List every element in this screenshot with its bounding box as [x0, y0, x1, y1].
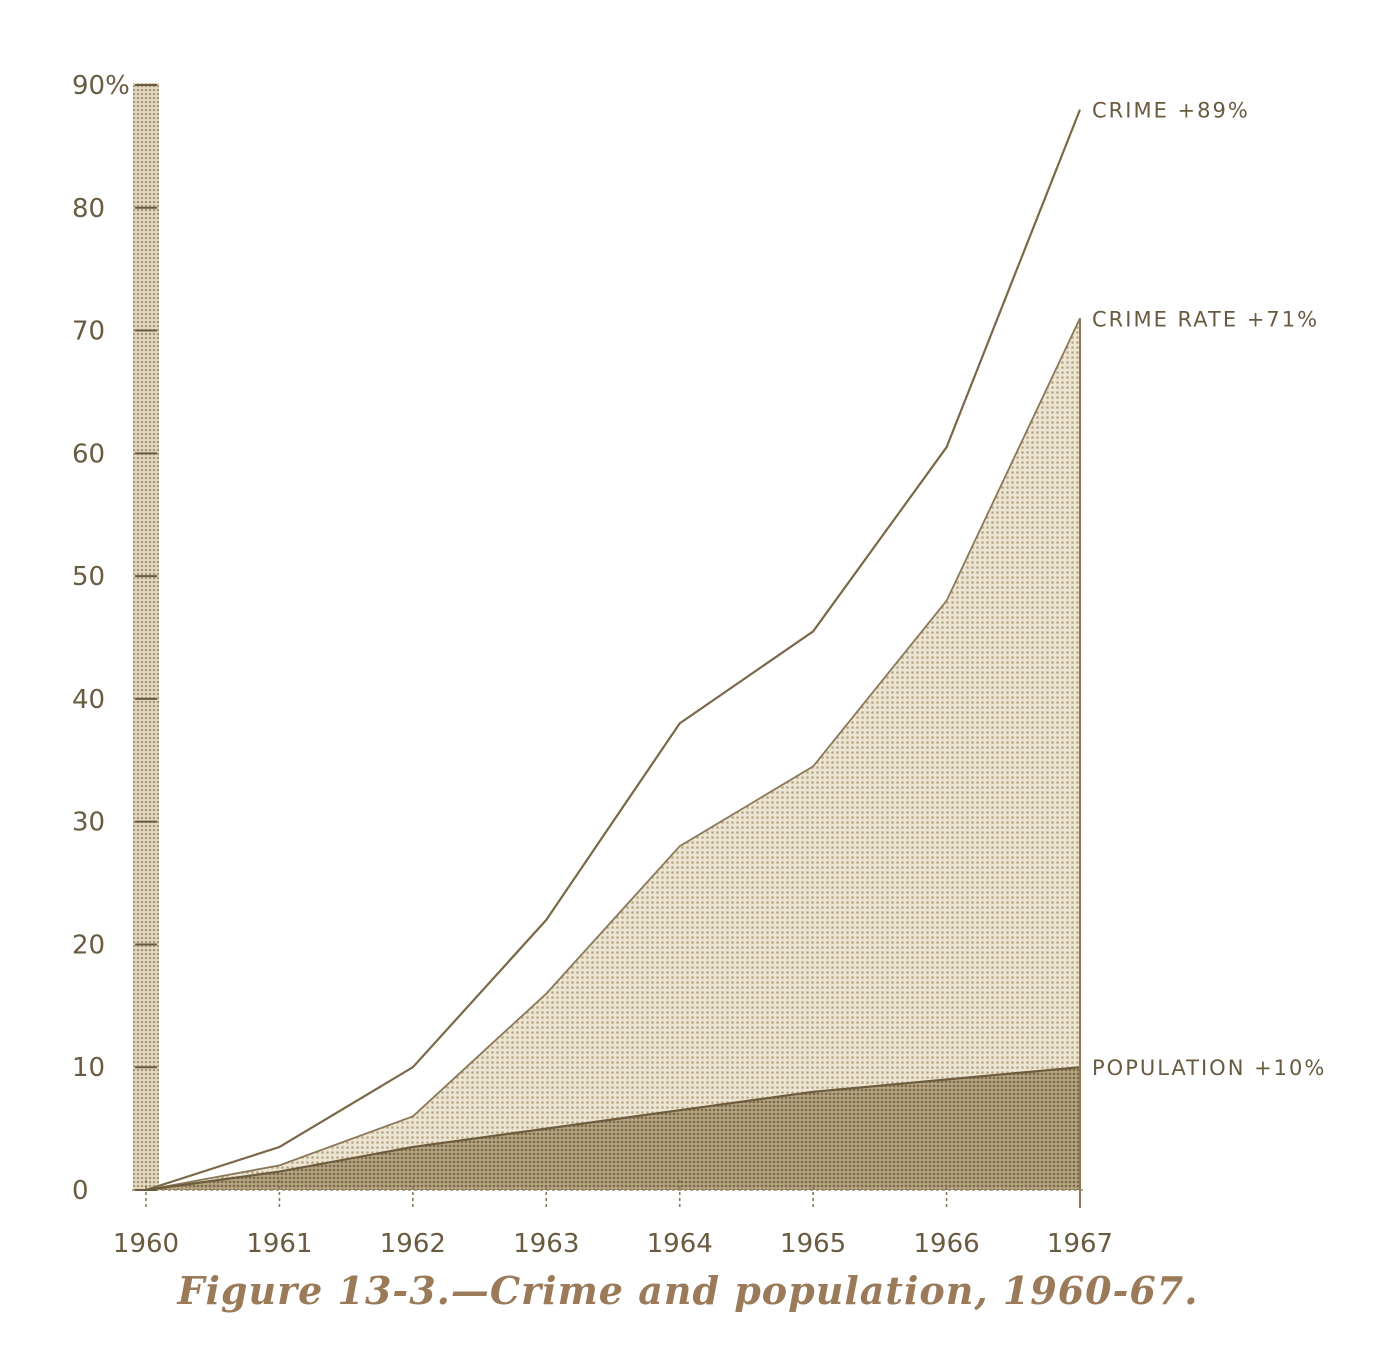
y-tick-label: 40 [72, 685, 105, 715]
x-tick-label: 1966 [913, 1229, 979, 1259]
y-tick-label: 80 [72, 194, 105, 224]
x-tick-label: 1967 [1047, 1229, 1113, 1259]
series-end-label: POPULATION +10% [1092, 1056, 1326, 1080]
y-tick-label: 50 [72, 562, 105, 592]
y-tick-label: 30 [72, 808, 105, 838]
x-tick-label: 1964 [647, 1229, 713, 1259]
x-tick-label: 1965 [780, 1229, 846, 1259]
y-tick-label: 10 [72, 1053, 105, 1083]
x-tick-label: 1961 [246, 1229, 312, 1259]
y-axis-band [133, 83, 159, 1190]
population-area [146, 1067, 1080, 1190]
y-tick-label: 90% [72, 71, 130, 101]
x-tick-label: 1963 [513, 1229, 579, 1259]
series-end-label: CRIME +89% [1092, 99, 1250, 123]
crime-rate-line [145, 317, 1081, 1191]
crime-rate-area [146, 318, 1080, 1190]
x-tick-label: 1962 [380, 1229, 446, 1259]
crime-population-chart: 0 10 20 30 40 50 60 70 80 90% 1960 1961 1962 1963 1964… [72, 71, 1326, 1259]
figure-caption: Figure 13-3.—Crime and population, 1960-… [177, 1268, 1199, 1313]
y-tick-label: 70 [72, 317, 105, 347]
population-line [145, 1066, 1081, 1192]
y-tick-label: 60 [72, 439, 105, 469]
series-end-label: CRIME RATE +71% [1092, 307, 1319, 331]
crime-line [145, 109, 1082, 1192]
x-tick-label: 1960 [113, 1229, 179, 1259]
y-tick-label: 20 [72, 930, 105, 960]
y-tick-label: 0 [72, 1176, 89, 1206]
